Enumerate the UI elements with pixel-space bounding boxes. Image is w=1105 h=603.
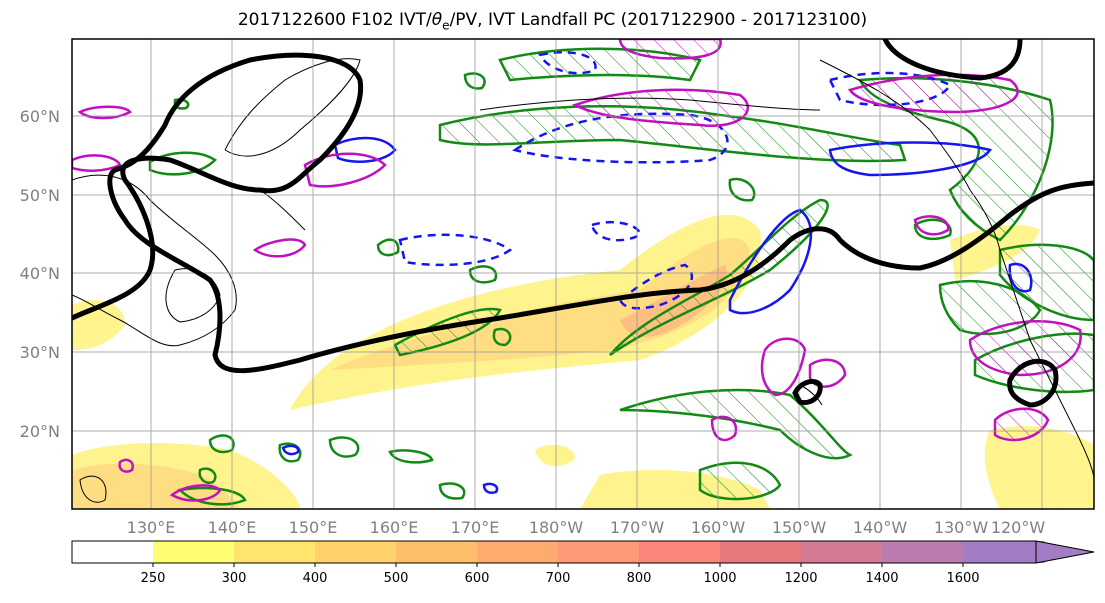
colorbar-segment [315,541,397,563]
colorbar [72,541,1094,563]
japan-coast [166,269,220,322]
colorbar-label: 500 [384,571,409,586]
lon-axis: 130°E 140°E 150°E 160°E 170°E 180°W 170°… [127,518,1046,537]
colorbar-label: 1600 [946,571,979,586]
colorbar-segment [396,541,478,563]
colorbar-label: 600 [465,571,490,586]
lon-label: 170°W [610,518,665,537]
blue-dashed-small [592,222,640,240]
lon-label: 120°W [991,518,1046,537]
colorbar-segment [963,541,1045,563]
pv-north-arc [885,39,1020,78]
colorbar-label: 400 [303,571,328,586]
colorbar-label: 700 [546,571,571,586]
magenta-mid-west [255,240,305,257]
colorbar-label: 250 [141,571,166,586]
colorbar-label: 1200 [784,571,817,586]
blue-solid-north [335,138,395,162]
colorbar-segment [882,541,964,563]
magenta-south-small [712,417,736,440]
magenta-west [305,154,385,187]
colorbar-label: 1000 [703,571,736,586]
lon-label: 140°W [853,518,908,537]
lon-label: 150°W [772,518,827,537]
colorbar-segment [153,541,235,563]
colorbar-segment [477,541,559,563]
lon-label: 170°E [451,518,500,537]
lon-label: 130°E [127,518,176,537]
colorbar-segment [234,541,316,563]
colorbar-segment [720,541,802,563]
ivt-small-blob [535,445,575,466]
lon-label: 160°W [691,518,746,537]
colorbar-labels: 250 300 400 500 600 700 800 1000 1200 1400 1600 [141,563,980,586]
lat-label: 60°N [20,107,60,126]
lon-label: 180°W [529,518,584,537]
blue-dashed-mid [400,235,510,265]
lat-label: 20°N [20,422,60,441]
colorbar-segment [801,541,883,563]
kuril-islands [260,190,305,230]
lat-label: 50°N [20,186,60,205]
colorbar-label: 1400 [865,571,898,586]
colorbar-segment [639,541,721,563]
lat-label: 30°N [20,343,60,362]
lon-label: 160°E [370,518,419,537]
colorbar-extend-arrow [1036,541,1094,563]
lon-label: 130°W [934,518,989,537]
colorbar-segment [558,541,640,563]
blue-solid-south [283,446,298,454]
blue-solid-south2 [484,484,497,493]
lat-axis: 60°N 50°N 40°N 30°N 20°N [20,107,60,441]
green-southeast [700,463,780,499]
lat-label: 40°N [20,264,60,283]
lon-label: 140°E [208,518,257,537]
lon-label: 150°E [289,518,338,537]
colorbar-segment [72,541,154,563]
colorbar-label: 300 [222,571,247,586]
colorbar-label: 800 [627,571,652,586]
